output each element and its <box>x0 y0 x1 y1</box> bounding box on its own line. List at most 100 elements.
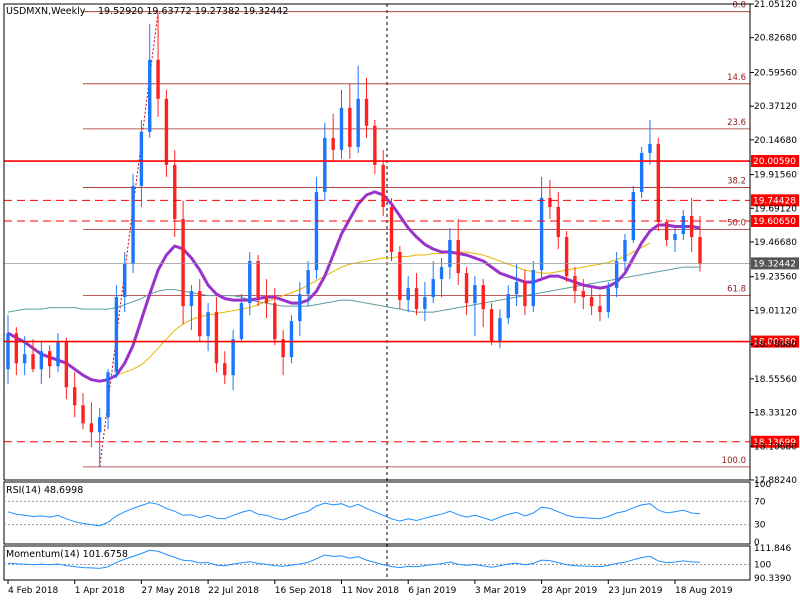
price-tick-label: 18.78680 <box>754 340 797 350</box>
candle-body <box>139 131 144 186</box>
price-tick-label: 18.55560 <box>754 375 797 385</box>
candle-body <box>348 107 352 147</box>
fib-label: 100.0 <box>722 456 746 466</box>
candle-body <box>331 137 335 150</box>
candle-body <box>431 279 435 298</box>
date-tick-label: 3 Mar 2019 <box>475 586 527 596</box>
candle-body <box>473 285 477 304</box>
candle-body <box>131 185 135 265</box>
candle-body <box>223 363 227 376</box>
candle-body <box>623 240 627 262</box>
candle-body <box>614 261 619 289</box>
candle-body <box>164 98 169 165</box>
candle-body <box>389 206 394 253</box>
date-tick-label: 18 Aug 2019 <box>675 586 733 596</box>
price-tag-label: 19.74428 <box>753 196 796 206</box>
candle-body <box>22 354 27 364</box>
candle-body <box>398 252 402 301</box>
candle-body <box>181 218 185 307</box>
candle-body <box>273 303 277 340</box>
candle-body <box>47 351 52 367</box>
price-tick-label: 19.01120 <box>754 306 797 316</box>
momentum-tick-label: 111.846 <box>754 544 791 554</box>
candle-body <box>356 98 360 147</box>
price-tag-box <box>751 215 799 228</box>
candle-body <box>281 339 285 358</box>
candle-body <box>373 125 377 165</box>
candle-body <box>289 321 294 358</box>
price-tick-label: 18.10680 <box>754 442 797 452</box>
candle-body <box>489 309 494 343</box>
candle-body <box>539 197 544 271</box>
price-tick-label: 18.33120 <box>754 409 797 419</box>
candle-body <box>214 312 219 364</box>
candle-body <box>198 291 202 337</box>
price-tick-label: 19.69120 <box>754 204 797 214</box>
date-tick-label: 4 Feb 2018 <box>8 586 59 596</box>
candle-body <box>648 143 652 153</box>
price-tag-box <box>751 194 799 207</box>
candle-body <box>148 59 152 132</box>
candle-body <box>56 342 60 367</box>
candle-body <box>114 297 119 373</box>
candle-body <box>106 372 110 418</box>
date-tick-label: 16 Sep 2018 <box>275 586 332 596</box>
candle-body <box>456 240 460 274</box>
candle-body <box>64 342 69 388</box>
candle-body <box>581 291 585 298</box>
price-tag-box <box>751 257 799 270</box>
candle-body <box>664 221 669 241</box>
momentum-tick-label: 100 <box>754 561 771 571</box>
candle-body <box>681 215 686 235</box>
price-tick-label: 20.59560 <box>754 68 797 78</box>
date-tick-label: 28 Apr 2019 <box>542 586 598 596</box>
rsi-tick-label: 100 <box>754 480 771 490</box>
candle-body <box>72 387 77 406</box>
rsi-label: RSI(14) 48.6998 <box>6 485 83 496</box>
price-tick-label: 17.88240 <box>754 476 797 486</box>
candle-body <box>156 59 160 99</box>
date-tick-label: 6 Jan 2019 <box>408 586 456 596</box>
candle-body <box>239 303 244 340</box>
candle-body <box>531 270 535 307</box>
fib-label: 0.0 <box>732 1 746 11</box>
candle-body <box>673 234 677 241</box>
ohlc-readout: 19.52920 19.63772 19.27382 19.32442 <box>98 6 288 17</box>
candle-body <box>631 191 636 241</box>
candle-body <box>306 270 310 295</box>
momentum-tick-label: 90.3390 <box>754 574 791 584</box>
candle-body <box>498 318 502 343</box>
candle-body <box>381 164 385 207</box>
ma-purple-line <box>7 190 701 383</box>
candle-body <box>89 423 94 433</box>
price-tick-label: 19.46680 <box>754 238 797 248</box>
candle-body <box>639 152 644 192</box>
price-tag-box <box>751 155 799 168</box>
candle-body <box>514 282 519 295</box>
price-tag-box <box>751 435 799 448</box>
rsi-pane-frame <box>3 481 751 545</box>
rsi-tick-label: 0 <box>754 538 760 548</box>
rsi-tick-label: 30 <box>754 521 766 531</box>
candle-body <box>364 98 369 126</box>
candle-body <box>231 339 235 376</box>
rsi-line <box>7 502 701 527</box>
fib-label: 23.6 <box>727 118 746 128</box>
candle-body <box>264 297 269 304</box>
candle-body <box>406 288 410 301</box>
candle-body <box>439 267 444 280</box>
date-tick-label: 11 Nov 2018 <box>341 586 399 596</box>
candle-body <box>14 333 19 364</box>
symbol-label: USDMXN,Weekly <box>6 6 86 17</box>
candle-body <box>606 288 610 313</box>
candle-body <box>598 306 602 313</box>
candle-body <box>698 237 702 265</box>
fib-label: 38.2 <box>727 176 746 186</box>
price-tick-label: 21.05120 <box>754 0 797 10</box>
candle-body <box>339 107 344 150</box>
price-tag-label: 18.80380 <box>753 338 796 348</box>
candle-body <box>123 264 127 298</box>
candle-body <box>523 282 527 307</box>
